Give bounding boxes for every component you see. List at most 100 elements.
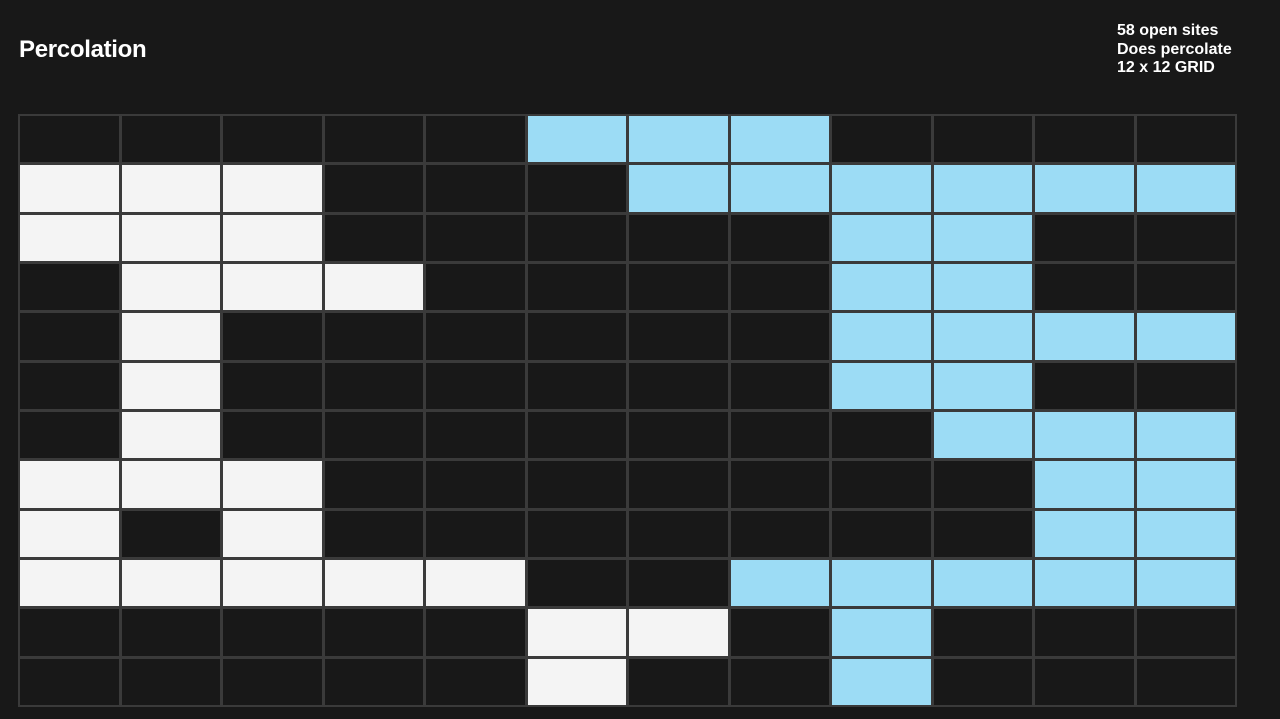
- grid-cell-blocked[interactable]: [20, 411, 119, 459]
- grid-cell-open[interactable]: [121, 411, 220, 459]
- grid-cell-blocked[interactable]: [121, 658, 220, 705]
- grid-cell-blocked[interactable]: [1136, 116, 1235, 163]
- grid-cell-blocked[interactable]: [324, 313, 423, 360]
- grid-cell-blocked[interactable]: [426, 411, 525, 459]
- grid-cell-blocked[interactable]: [730, 510, 829, 557]
- grid-cell-blocked[interactable]: [20, 263, 119, 311]
- grid-cell-full[interactable]: [1035, 461, 1134, 508]
- grid-cell-blocked[interactable]: [1136, 214, 1235, 261]
- grid-cell-full[interactable]: [933, 263, 1032, 311]
- grid-cell-full[interactable]: [933, 411, 1032, 459]
- grid-cell-full[interactable]: [1136, 313, 1235, 360]
- grid-cell-full[interactable]: [933, 165, 1032, 212]
- grid-cell-full[interactable]: [730, 559, 829, 607]
- grid-cell-open[interactable]: [20, 214, 119, 261]
- grid-cell-blocked[interactable]: [324, 461, 423, 508]
- grid-cell-blocked[interactable]: [223, 362, 322, 409]
- grid-cell-blocked[interactable]: [223, 313, 322, 360]
- grid-cell-blocked[interactable]: [324, 116, 423, 163]
- grid-cell-blocked[interactable]: [527, 510, 626, 557]
- grid-cell-open[interactable]: [20, 510, 119, 557]
- grid-cell-full[interactable]: [832, 263, 931, 311]
- grid-cell-blocked[interactable]: [933, 116, 1032, 163]
- grid-cell-blocked[interactable]: [426, 609, 525, 656]
- grid-cell-full[interactable]: [1136, 461, 1235, 508]
- grid-cell-blocked[interactable]: [527, 461, 626, 508]
- grid-cell-blocked[interactable]: [324, 658, 423, 705]
- grid-cell-open[interactable]: [121, 559, 220, 607]
- grid-cell-full[interactable]: [933, 214, 1032, 261]
- grid-cell-blocked[interactable]: [527, 165, 626, 212]
- grid-cell-blocked[interactable]: [1136, 609, 1235, 656]
- grid-cell-blocked[interactable]: [324, 609, 423, 656]
- grid-cell-blocked[interactable]: [1035, 362, 1134, 409]
- grid-cell-open[interactable]: [20, 559, 119, 607]
- grid-cell-open[interactable]: [527, 609, 626, 656]
- grid-cell-full[interactable]: [629, 116, 728, 163]
- grid-cell-blocked[interactable]: [223, 658, 322, 705]
- grid-cell-blocked[interactable]: [1035, 609, 1134, 656]
- grid-cell-full[interactable]: [832, 214, 931, 261]
- grid-cell-blocked[interactable]: [629, 362, 728, 409]
- grid-cell-full[interactable]: [832, 609, 931, 656]
- grid-cell-blocked[interactable]: [1136, 263, 1235, 311]
- grid-cell-blocked[interactable]: [730, 658, 829, 705]
- grid-cell-open[interactable]: [121, 263, 220, 311]
- grid-cell-blocked[interactable]: [832, 510, 931, 557]
- grid-cell-blocked[interactable]: [933, 658, 1032, 705]
- grid-cell-open[interactable]: [223, 510, 322, 557]
- grid-cell-full[interactable]: [1035, 411, 1134, 459]
- grid-cell-blocked[interactable]: [223, 411, 322, 459]
- grid-cell-blocked[interactable]: [629, 658, 728, 705]
- grid-cell-full[interactable]: [1136, 411, 1235, 459]
- grid-cell-blocked[interactable]: [933, 510, 1032, 557]
- grid-cell-blocked[interactable]: [121, 510, 220, 557]
- grid-cell-blocked[interactable]: [527, 362, 626, 409]
- grid-cell-open[interactable]: [324, 559, 423, 607]
- grid-cell-blocked[interactable]: [527, 313, 626, 360]
- grid-cell-blocked[interactable]: [223, 116, 322, 163]
- grid-cell-full[interactable]: [1035, 313, 1134, 360]
- grid-cell-blocked[interactable]: [933, 609, 1032, 656]
- grid-cell-blocked[interactable]: [324, 214, 423, 261]
- grid-cell-blocked[interactable]: [730, 411, 829, 459]
- grid-cell-blocked[interactable]: [20, 313, 119, 360]
- grid-cell-blocked[interactable]: [20, 362, 119, 409]
- grid-cell-full[interactable]: [629, 165, 728, 212]
- grid-cell-open[interactable]: [527, 658, 626, 705]
- grid-cell-blocked[interactable]: [223, 609, 322, 656]
- grid-cell-blocked[interactable]: [629, 461, 728, 508]
- grid-cell-full[interactable]: [832, 658, 931, 705]
- grid-cell-blocked[interactable]: [629, 559, 728, 607]
- grid-cell-blocked[interactable]: [629, 313, 728, 360]
- grid-cell-open[interactable]: [223, 165, 322, 212]
- grid-cell-blocked[interactable]: [426, 165, 525, 212]
- grid-cell-blocked[interactable]: [1035, 116, 1134, 163]
- grid-cell-full[interactable]: [1136, 510, 1235, 557]
- grid-cell-open[interactable]: [121, 461, 220, 508]
- grid-cell-blocked[interactable]: [730, 313, 829, 360]
- grid-cell-open[interactable]: [20, 165, 119, 212]
- grid-cell-full[interactable]: [933, 559, 1032, 607]
- grid-cell-full[interactable]: [1035, 165, 1134, 212]
- grid-cell-blocked[interactable]: [1035, 263, 1134, 311]
- grid-cell-blocked[interactable]: [20, 609, 119, 656]
- grid-cell-blocked[interactable]: [527, 263, 626, 311]
- grid-cell-full[interactable]: [730, 116, 829, 163]
- grid-cell-blocked[interactable]: [629, 214, 728, 261]
- grid-cell-blocked[interactable]: [1035, 214, 1134, 261]
- grid-cell-blocked[interactable]: [426, 510, 525, 557]
- grid-cell-blocked[interactable]: [426, 461, 525, 508]
- grid-cell-blocked[interactable]: [324, 510, 423, 557]
- grid-cell-full[interactable]: [832, 165, 931, 212]
- grid-cell-full[interactable]: [832, 362, 931, 409]
- grid-cell-blocked[interactable]: [730, 214, 829, 261]
- grid-cell-full[interactable]: [832, 559, 931, 607]
- grid-cell-open[interactable]: [223, 263, 322, 311]
- grid-cell-blocked[interactable]: [730, 609, 829, 656]
- grid-cell-blocked[interactable]: [121, 116, 220, 163]
- grid-cell-open[interactable]: [20, 461, 119, 508]
- grid-cell-blocked[interactable]: [527, 214, 626, 261]
- grid-cell-blocked[interactable]: [629, 510, 728, 557]
- grid-cell-blocked[interactable]: [730, 263, 829, 311]
